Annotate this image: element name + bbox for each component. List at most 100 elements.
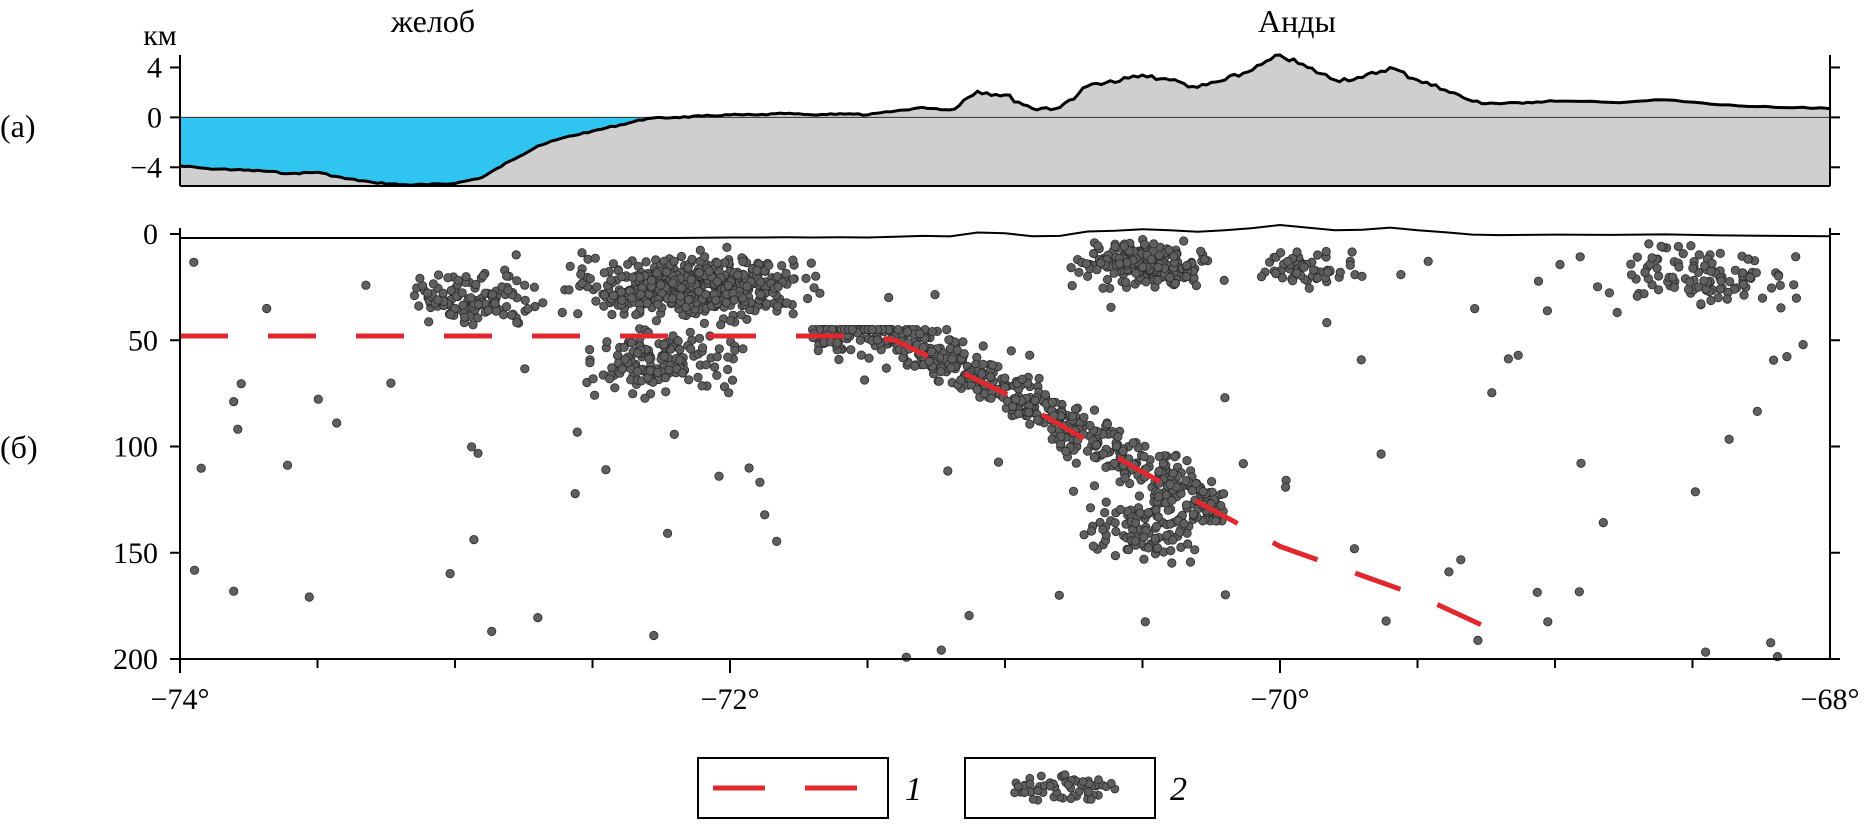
earthquake-point bbox=[523, 304, 533, 314]
earthquake-point bbox=[1276, 248, 1286, 258]
earthquake-point bbox=[1752, 406, 1762, 416]
earthquake-point bbox=[1674, 262, 1684, 272]
earthquake-point bbox=[1092, 265, 1102, 275]
earthquake-point bbox=[695, 245, 705, 255]
earthquake-point bbox=[977, 369, 987, 379]
earthquake-point bbox=[1211, 516, 1221, 526]
sea-area bbox=[180, 116, 689, 186]
earthquake-point bbox=[699, 318, 710, 328]
earthquake-point bbox=[1149, 239, 1159, 249]
earthquake-point bbox=[1188, 509, 1199, 519]
earthquake-point bbox=[572, 427, 582, 437]
earthquake-point bbox=[196, 463, 206, 473]
earthquake-point bbox=[473, 299, 484, 310]
earthquake-point bbox=[721, 298, 731, 308]
earthquake-point bbox=[978, 341, 988, 351]
earthquake-point bbox=[943, 466, 953, 476]
earthquake-point bbox=[1109, 458, 1119, 468]
earthquake-point bbox=[1165, 272, 1175, 282]
panel-label-b: (б) bbox=[0, 429, 38, 465]
earthquake-point bbox=[1183, 539, 1193, 549]
earthquake-point bbox=[712, 352, 722, 362]
earthquake-point bbox=[1357, 271, 1367, 281]
earthquake-point bbox=[738, 344, 748, 354]
earthquake-point bbox=[1130, 536, 1140, 546]
earthquake-point bbox=[653, 299, 663, 309]
earthquake-point bbox=[1179, 236, 1189, 246]
earthquake-point bbox=[986, 393, 996, 403]
earthquake-point bbox=[752, 265, 762, 275]
earthquake-point bbox=[533, 612, 543, 623]
earthquake-point bbox=[1113, 432, 1123, 442]
earthquake-point bbox=[1118, 446, 1128, 456]
earthquake-point bbox=[733, 270, 743, 280]
earthquake-point bbox=[684, 375, 694, 385]
earthquake-point bbox=[627, 293, 637, 303]
earthquake-point bbox=[1143, 543, 1154, 553]
earthquake-point bbox=[1128, 438, 1138, 448]
earthquake-point bbox=[633, 348, 643, 358]
earthquake-point bbox=[1487, 388, 1497, 398]
earthquake-point bbox=[1532, 587, 1542, 598]
earthquake-point bbox=[1696, 299, 1706, 309]
seismicity-panel: 0 50 100 150 200 −74° −72° −70° −68° bbox=[113, 218, 1859, 716]
earthquake-point bbox=[1030, 395, 1040, 406]
earthquake-point bbox=[664, 365, 674, 375]
earthquake-point bbox=[1199, 255, 1210, 265]
earthquake-point bbox=[1690, 487, 1701, 497]
earthquake-point bbox=[450, 303, 460, 313]
legend-quake-dot bbox=[1036, 771, 1046, 781]
earthquake-point bbox=[1109, 268, 1119, 278]
earthquake-point bbox=[607, 309, 617, 320]
earthquake-point bbox=[697, 381, 707, 391]
earthquake-point bbox=[927, 326, 937, 337]
earthquake-point bbox=[1647, 253, 1657, 263]
earthquake-point bbox=[236, 379, 246, 389]
earthquake-point bbox=[1056, 431, 1066, 441]
earthquake-point bbox=[1473, 635, 1483, 646]
earthquake-point bbox=[855, 335, 865, 345]
earthquake-point bbox=[1313, 273, 1323, 283]
earthquake-point bbox=[834, 354, 844, 365]
earthquake-point bbox=[1089, 452, 1100, 462]
earthquake-point bbox=[686, 274, 696, 284]
land-area bbox=[180, 55, 1830, 186]
earthquake-point bbox=[461, 272, 471, 282]
earthquake-point bbox=[1775, 280, 1785, 290]
earthquake-point bbox=[1700, 261, 1710, 271]
earthquake-point bbox=[1110, 242, 1120, 252]
earthquake-point bbox=[1111, 441, 1121, 451]
earthquake-point bbox=[617, 364, 628, 374]
earthquake-point bbox=[1789, 280, 1799, 290]
earthquake-point bbox=[620, 354, 630, 364]
earthquake-point bbox=[667, 293, 678, 304]
earthquake-point bbox=[727, 375, 738, 385]
earthquake-point bbox=[1220, 393, 1230, 403]
legend-quake-dot bbox=[1020, 788, 1029, 797]
earthquake-point bbox=[473, 448, 483, 458]
earthquake-point bbox=[809, 283, 819, 293]
earthquake-point bbox=[1152, 521, 1162, 532]
earthquake-point bbox=[1141, 277, 1151, 287]
earthquake-point bbox=[520, 295, 530, 305]
earthquake-point bbox=[1745, 272, 1755, 283]
earthquake-point bbox=[1034, 373, 1044, 383]
earthquake-point bbox=[1626, 259, 1636, 269]
earthquake-point bbox=[636, 289, 646, 300]
earthquake-point bbox=[947, 354, 957, 364]
earthquake-point bbox=[607, 363, 617, 373]
earthquake-point bbox=[755, 477, 765, 487]
earthquake-point bbox=[617, 295, 627, 305]
earthquake-point bbox=[1111, 526, 1121, 537]
earthquake-point bbox=[811, 271, 821, 281]
earthquake-point bbox=[813, 345, 823, 356]
earthquake-point bbox=[773, 282, 783, 292]
earthquake-point bbox=[685, 327, 695, 337]
earthquake-point bbox=[915, 329, 925, 339]
earthquake-point bbox=[1088, 541, 1098, 551]
earthquake-point bbox=[588, 374, 598, 384]
earthquake-point bbox=[1207, 476, 1217, 487]
earthquake-point bbox=[1089, 405, 1100, 415]
earthquake-point bbox=[1220, 590, 1231, 600]
earthquake-point bbox=[723, 352, 733, 362]
